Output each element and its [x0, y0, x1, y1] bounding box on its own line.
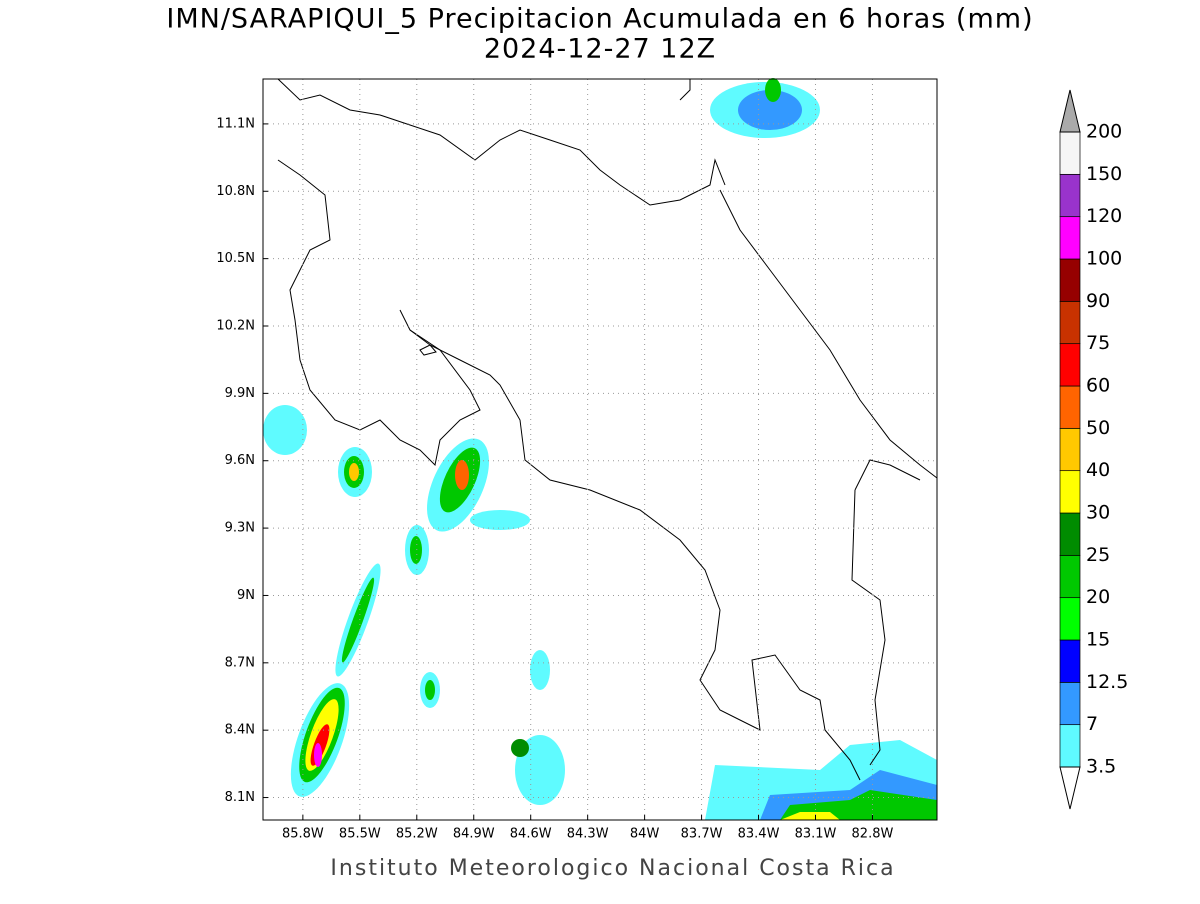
- colorbar-label: 20: [1086, 586, 1110, 608]
- colorbar-label: 150: [1086, 163, 1122, 185]
- x-tick-label: 83.1W: [795, 827, 837, 842]
- y-tick-label: 9.3N: [225, 521, 255, 536]
- y-tick-label: 10.5N: [216, 251, 255, 266]
- colorbar-label: 50: [1086, 417, 1110, 439]
- colorbar-label: 100: [1086, 248, 1122, 270]
- x-tick-label: 84.9W: [453, 827, 495, 842]
- precipitation: [263, 78, 937, 820]
- colorbar-label: 12.5: [1086, 671, 1128, 693]
- colorbar-segment: [1059, 131, 1081, 175]
- colorbar-label: 200: [1086, 121, 1122, 143]
- title: IMN/SARAPIQUI_5 Precipitacion Acumulada …: [166, 4, 1033, 35]
- colorbar-label: 15: [1086, 629, 1110, 651]
- colorbar-segment: [1059, 300, 1081, 345]
- colorbar-label: 40: [1086, 459, 1110, 481]
- colorbar-segment: [1059, 385, 1081, 429]
- colorbar-over: [1059, 89, 1081, 133]
- colorbar-segment: [1059, 470, 1081, 514]
- colorbar-segment: [1059, 512, 1081, 556]
- y-tick-label: 9N: [237, 588, 255, 603]
- map-background: [263, 79, 937, 820]
- y-tick-label: 11.1N: [216, 116, 255, 131]
- colorbar-segment: [1059, 343, 1081, 387]
- footer: Instituto Meteorologico Nacional Costa R…: [330, 856, 895, 881]
- colorbar-segment: [1059, 597, 1081, 641]
- colorbar-label: 3.5: [1086, 756, 1116, 778]
- y-tick-label: 10.8N: [216, 184, 255, 199]
- y-tick-label: 8.7N: [225, 655, 255, 670]
- coastline: [277, 78, 938, 781]
- colorbar-label: 7: [1086, 713, 1098, 735]
- colorbar-segment: [1059, 427, 1081, 472]
- colorbar-segment: [1059, 216, 1081, 260]
- colorbar-label: 25: [1086, 544, 1110, 566]
- x-tick-label: 84.6W: [510, 827, 552, 842]
- x-tick-label: 85.2W: [396, 827, 438, 842]
- map: [262, 78, 938, 821]
- colorbar-segment: [1059, 258, 1081, 302]
- colorbar-label: 30: [1086, 502, 1110, 524]
- map-frame: [262, 78, 938, 821]
- colorbar-label: 60: [1086, 375, 1110, 397]
- x-tick-label: 85.8W: [282, 827, 324, 842]
- y-tick-label: 8.4N: [225, 723, 255, 738]
- colorbar-segment: [1059, 554, 1081, 599]
- colorbar-label: 75: [1086, 332, 1110, 354]
- x-tick-label: 82.8W: [852, 827, 894, 842]
- colorbar-under: [1059, 766, 1081, 810]
- colorbar-segment: [1059, 173, 1081, 218]
- colorbar-label: 120: [1086, 205, 1122, 227]
- subtitle: 2024-12-27 12Z: [484, 34, 716, 65]
- colorbar-segment: [1059, 681, 1081, 726]
- y-tick-label: 10.2N: [216, 319, 255, 334]
- colorbar-label: 90: [1086, 290, 1110, 312]
- colorbar-segment: [1059, 724, 1081, 768]
- x-tick-label: 85.5W: [339, 827, 381, 842]
- x-tick-label: 84.3W: [567, 827, 609, 842]
- y-tick-label: 8.1N: [225, 790, 255, 805]
- y-tick-label: 9.9N: [225, 386, 255, 401]
- colorbar-segment: [1059, 639, 1081, 683]
- y-tick-label: 9.6N: [225, 453, 255, 468]
- x-tick-label: 83.4W: [738, 827, 780, 842]
- x-tick-label: 83.7W: [681, 827, 723, 842]
- x-tick-label: 84W: [630, 827, 660, 842]
